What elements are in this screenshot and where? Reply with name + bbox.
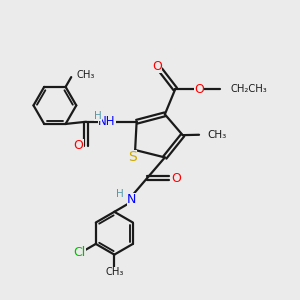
Text: N: N (127, 193, 136, 206)
Text: CH₃: CH₃ (76, 70, 95, 80)
Text: CH₃: CH₃ (207, 130, 226, 140)
Text: O: O (74, 139, 84, 152)
Text: O: O (152, 60, 162, 73)
Text: H: H (94, 111, 102, 121)
Text: NH: NH (98, 115, 116, 128)
Text: S: S (128, 150, 136, 164)
Text: CH₃: CH₃ (105, 268, 124, 278)
Text: O: O (194, 82, 204, 96)
Text: Cl: Cl (74, 246, 86, 259)
Text: CH₂CH₃: CH₂CH₃ (230, 84, 267, 94)
Text: H: H (116, 189, 124, 199)
Text: O: O (171, 172, 181, 185)
